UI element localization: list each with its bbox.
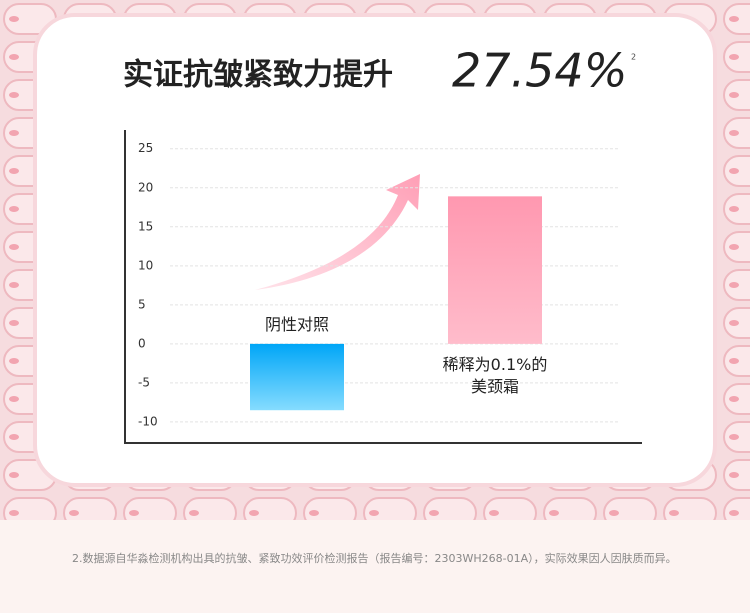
highlight: 27.54% bbox=[452, 44, 627, 98]
y-tick-label: 25 bbox=[138, 141, 153, 155]
title: 实证抗皱紧致力提升 bbox=[123, 58, 393, 93]
bar bbox=[448, 196, 542, 344]
bar bbox=[250, 343, 344, 411]
arrow bbox=[255, 174, 420, 290]
y-tick-label: -5 bbox=[138, 375, 150, 389]
category-label: 阴性对照 bbox=[264, 314, 330, 334]
footer: 2.数据源自华淼检测机构出具的抗皱、紧致功效评价检测报告（报告编号：2303WH… bbox=[0, 520, 750, 613]
category-label: 稀释为0.1%的 美颈霜 bbox=[442, 354, 548, 396]
y-tick-label: 0 bbox=[138, 336, 146, 350]
y-tick-label: 15 bbox=[138, 219, 153, 233]
y-tick-label: 20 bbox=[138, 180, 153, 194]
y-tick-label: 10 bbox=[138, 258, 153, 272]
footnote-marker: 2 bbox=[631, 53, 636, 62]
card bbox=[33, 13, 717, 487]
y-tick-label: -10 bbox=[138, 414, 158, 428]
footnote: 2.数据源自华淼检测机构出具的抗皱、紧致功效评价检测报告（报告编号：2303WH… bbox=[72, 552, 677, 565]
y-tick-label: 5 bbox=[138, 297, 146, 311]
